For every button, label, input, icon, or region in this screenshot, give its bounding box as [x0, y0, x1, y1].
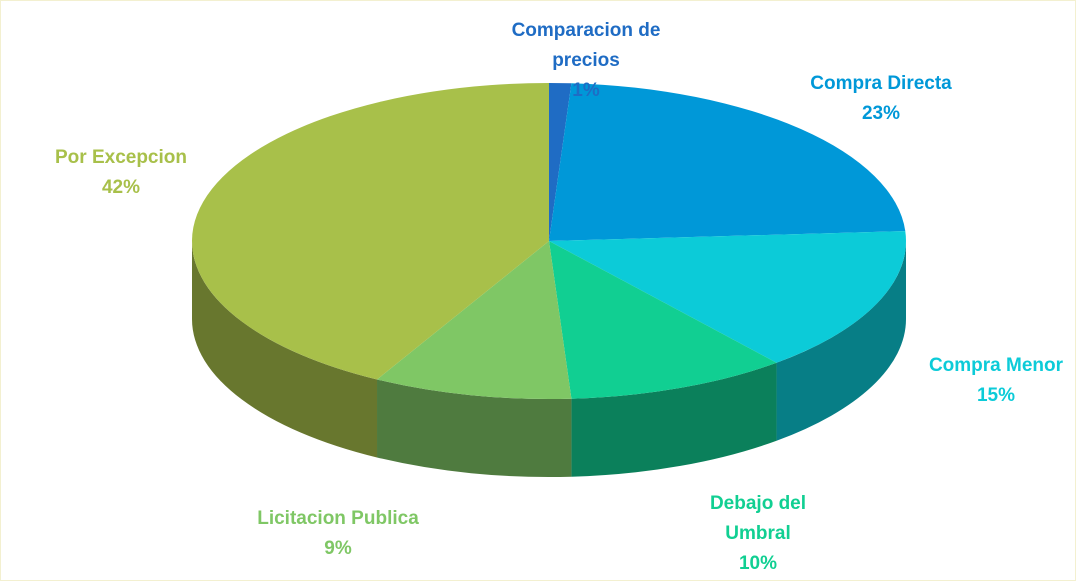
slice	[549, 83, 572, 241]
data-label: Por Excepcion 42%	[11, 143, 231, 203]
category-label: Debajo del Umbral	[709, 493, 807, 544]
data-label: Debajo del Umbral 10%	[683, 489, 833, 579]
slice-side	[571, 362, 777, 477]
slice	[549, 231, 906, 363]
data-label: Licitacion Publica 9%	[218, 504, 458, 564]
slice	[549, 241, 777, 399]
category-label: Comparacion de precios	[511, 20, 661, 71]
category-label: Licitacion Publica	[257, 508, 419, 529]
slice	[549, 83, 906, 242]
category-label: Compra Directa	[810, 73, 952, 94]
slice-side	[776, 241, 906, 441]
value-label: 42%	[101, 177, 141, 198]
slice	[377, 241, 572, 399]
category-label: Compra Menor	[928, 355, 1064, 376]
data-label: Compra Directa 23%	[771, 69, 991, 129]
value-label: 23%	[861, 103, 901, 124]
value-label: 9%	[324, 538, 352, 559]
data-label: Comparacion de precios 1%	[476, 16, 696, 106]
slice-side	[192, 241, 378, 458]
category-label: Por Excepcion	[55, 147, 187, 168]
value-label: 15%	[976, 385, 1016, 406]
value-label: 1%	[572, 80, 600, 101]
slice-side	[377, 379, 572, 477]
value-label: 10%	[738, 553, 778, 574]
slice	[192, 83, 549, 380]
data-label: Compra Menor 15%	[906, 351, 1075, 411]
